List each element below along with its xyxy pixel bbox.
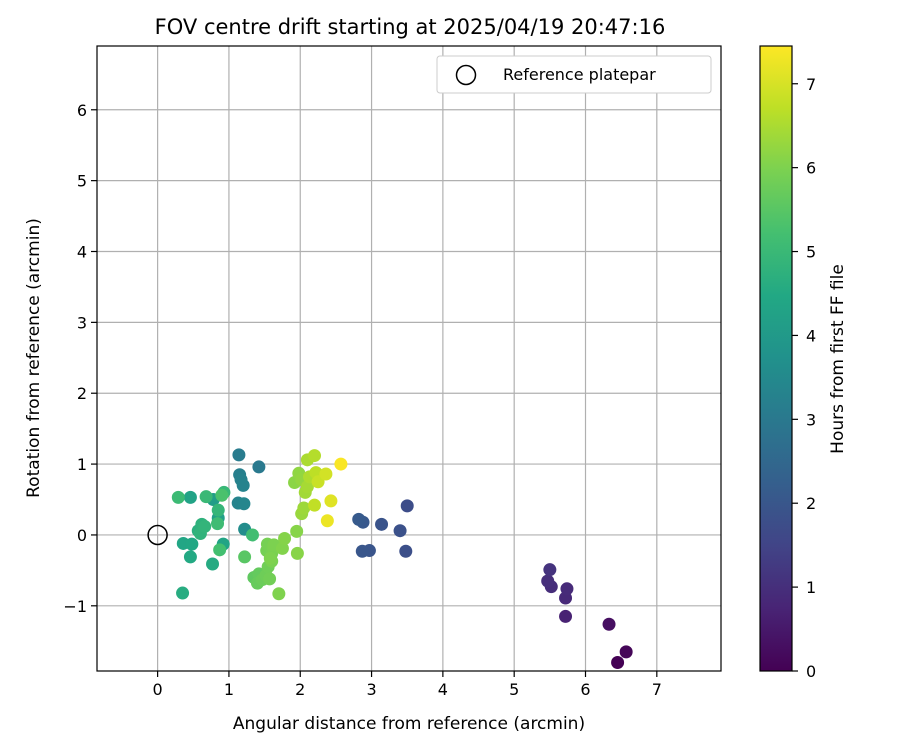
x-tick-label: 0 bbox=[153, 680, 163, 699]
y-tick-label: −1 bbox=[63, 597, 87, 616]
data-point bbox=[352, 512, 366, 526]
data-point bbox=[238, 550, 252, 564]
data-point bbox=[290, 524, 304, 538]
x-tick-label: 2 bbox=[295, 680, 305, 699]
data-point bbox=[199, 490, 213, 504]
data-point bbox=[183, 490, 197, 504]
legend: Reference platepar bbox=[436, 55, 712, 94]
colorbar-tick-label: 4 bbox=[806, 326, 816, 345]
data-point bbox=[215, 488, 229, 502]
y-tick-label: 2 bbox=[77, 384, 87, 403]
data-point bbox=[619, 645, 633, 659]
y-tick-label: 1 bbox=[77, 455, 87, 474]
colorbar-tick-label: 5 bbox=[806, 243, 816, 262]
data-point bbox=[297, 501, 311, 515]
colorbar-tick-label: 0 bbox=[806, 662, 816, 681]
data-point bbox=[183, 550, 197, 564]
x-tick-label: 7 bbox=[652, 680, 662, 699]
legend-marker-circle-icon bbox=[455, 64, 477, 86]
legend-entry: Reference platepar bbox=[503, 65, 656, 84]
data-point bbox=[559, 609, 573, 623]
data-point bbox=[237, 497, 251, 511]
y-axis-ticks: −1 0 1 2 3 4 5 6 bbox=[63, 101, 97, 616]
legend-box bbox=[436, 55, 712, 94]
data-point bbox=[171, 490, 185, 504]
x-axis-label: Angular distance from reference (arcmin) bbox=[233, 714, 585, 734]
x-tick-label: 1 bbox=[224, 680, 234, 699]
data-point bbox=[272, 587, 286, 601]
x-tick-label: 5 bbox=[509, 680, 519, 699]
y-tick-label: 0 bbox=[77, 526, 87, 545]
data-point bbox=[375, 517, 389, 531]
data-point bbox=[211, 517, 225, 531]
colorbar-tick-label: 6 bbox=[806, 159, 816, 178]
data-point bbox=[176, 586, 190, 600]
data-point bbox=[245, 528, 259, 542]
data-point bbox=[611, 655, 625, 669]
data-point bbox=[206, 557, 220, 571]
data-point bbox=[320, 514, 334, 528]
data-point bbox=[399, 544, 413, 558]
data-point bbox=[400, 499, 414, 513]
reference-marker bbox=[147, 524, 168, 546]
reference-point bbox=[147, 524, 168, 546]
data-point bbox=[560, 582, 574, 596]
data-point bbox=[602, 617, 616, 631]
data-point bbox=[300, 480, 314, 494]
data-point bbox=[393, 524, 407, 538]
x-tick-label: 4 bbox=[438, 680, 448, 699]
data-point bbox=[278, 531, 292, 545]
data-point bbox=[252, 460, 266, 474]
data-points bbox=[171, 448, 633, 669]
data-point bbox=[263, 572, 277, 586]
y-tick-label: 5 bbox=[77, 172, 87, 191]
data-point bbox=[324, 494, 338, 508]
data-point bbox=[236, 478, 250, 492]
x-axis-ticks: 0 1 2 3 4 5 6 7 bbox=[153, 671, 662, 699]
data-point bbox=[213, 543, 227, 557]
chart-title: FOV centre drift starting at 2025/04/19 … bbox=[155, 15, 666, 39]
data-point bbox=[543, 563, 557, 577]
x-tick-label: 6 bbox=[580, 680, 590, 699]
data-point bbox=[319, 467, 333, 481]
data-point bbox=[541, 574, 555, 588]
data-point bbox=[185, 537, 199, 551]
colorbar-tick-label: 2 bbox=[806, 494, 816, 513]
colorbar-tick-label: 1 bbox=[806, 578, 816, 597]
data-point bbox=[198, 519, 212, 533]
data-point bbox=[211, 503, 225, 517]
data-point bbox=[308, 498, 322, 512]
y-tick-label: 3 bbox=[77, 313, 87, 332]
data-point bbox=[355, 544, 369, 558]
data-point bbox=[232, 448, 246, 462]
plot-frame bbox=[96, 45, 722, 672]
colorbar-tick-label: 7 bbox=[806, 75, 816, 94]
y-tick-label: 6 bbox=[77, 101, 87, 120]
colorbar-ticks: 0 1 2 3 4 5 6 7 bbox=[792, 75, 816, 681]
colorbar-label: Hours from first FF file bbox=[828, 264, 848, 454]
data-point bbox=[334, 457, 348, 471]
y-axis-label: Rotation from reference (arcmin) bbox=[24, 218, 44, 498]
colorbar-tick-label: 3 bbox=[806, 410, 816, 429]
y-tick-label: 4 bbox=[77, 242, 87, 261]
grid bbox=[97, 46, 721, 671]
data-point bbox=[290, 546, 304, 560]
data-point bbox=[263, 551, 277, 565]
data-point bbox=[308, 449, 322, 463]
colorbar bbox=[759, 45, 793, 672]
x-tick-label: 3 bbox=[366, 680, 376, 699]
data-point bbox=[275, 541, 289, 555]
